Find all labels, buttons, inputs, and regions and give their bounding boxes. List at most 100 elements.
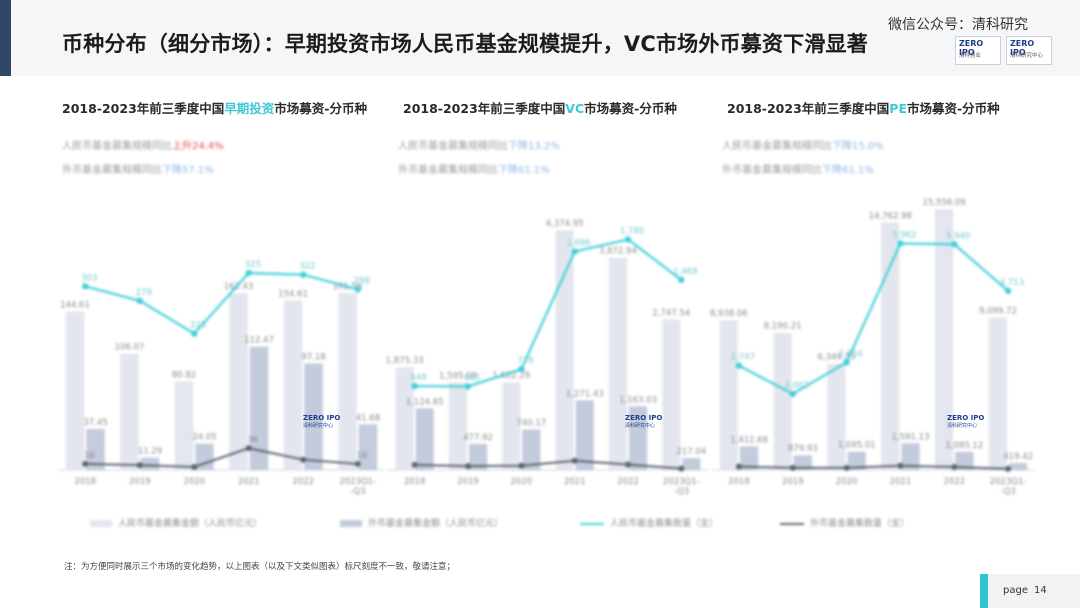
chart-1-bar-rmb-amount [338,292,357,470]
chart-1-label-fx-count: 36 [248,435,258,444]
chart-3-point-rmb-count [789,390,796,398]
page-indicator [980,574,1080,608]
chart-2-tick-label: 2018 [404,477,426,487]
chart-1-label-rmb-amount: 161.43 [224,282,254,292]
zero-ipo-research-logo: ZERO IPO 清科研究中心 [1006,36,1052,65]
chart-2-stat-rmb: 人民币基金募集规模同比下降13.2% [398,141,560,152]
chart-3-line-fx-count [738,464,1009,470]
page-accent-bar [980,574,988,608]
chart-3-tick-label: 2021 [890,477,912,487]
chart-2-point-fx-count [625,461,631,468]
chart-2-label-fx-amount: 1,163.03 [619,395,657,405]
chart-3-label-rmb-amount: 9,099.72 [979,306,1017,316]
chart-2-bar-fx-amount [575,400,594,470]
logo-top-text: ZERO IPO [959,39,984,57]
chart-2-point-rmb-count [678,276,685,284]
title-band [11,0,1080,76]
chart-1-bar-rmb-amount [65,311,85,470]
legend-item-rmb-count: 人民币基金募集数量（支） [580,516,718,529]
chart-1-bar-rmb-amount [174,381,194,470]
chart-logo-top-text: ZERO IPO [947,414,985,422]
chart-1-label-rmb-amount: 154.61 [278,290,308,300]
chart-1-label-rmb-count: 279 [136,288,152,298]
chart-3-point-fx-count [897,462,904,469]
chart-3-label-rmb-count: 2,834 [838,349,862,359]
legend-item-fx-count: 外币基金募集数量（支） [780,516,909,529]
chart-1-label-fx-amount: 24.05 [192,433,216,443]
chart-3-bar-fx-amount [847,451,866,470]
chart-3-label-rmb-amount: 8,938.06 [710,309,748,319]
chart-2-label-rmb-amount: 1,875.33 [386,356,424,366]
chart-2-bar-fx-amount [469,443,488,470]
chart-1-stat-fx: 外币基金募集规模同比下降57.1% [62,165,214,176]
chart-1-tick-label: 2020 [183,477,205,487]
chart-3-label-rmb-count: 4,713 [1000,278,1024,288]
chart-1-bar-fx-amount [86,428,105,470]
chart-1-tick-label: 2018 [74,477,96,487]
chart-1-label-rmb-amount: 106.07 [115,343,145,353]
chart-1-bar-fx-amount [358,424,378,470]
chart-2-label-rmb-amount: 4,374.95 [546,219,584,229]
chart-2-label-rmb-count: 1,780 [620,226,644,236]
chart-3-tick-label: 2022 [943,477,965,487]
chart-3-label-rmb-count: 2,002 [785,381,809,391]
watermark-text: 微信公众号：清科研究 [888,17,1028,33]
chart-1-label-rmb-amount: 80.82 [172,370,196,380]
chart-1-label-rmb-count: 298 [354,276,370,286]
chart-1-point-rmb-count [136,297,143,305]
chart-2-label-fx-amount: 1,124.65 [406,397,444,407]
chart-2-bar-rmb-amount [395,367,414,470]
chart-2-point-fx-count [571,457,578,464]
chart-1-point-fx-count [191,463,198,470]
legend-item-rmb-amount: 人民币基金募集金额（人民币亿元） [90,516,262,529]
chart-2-tick-label: -Q3 [674,487,689,497]
legend-item-fx-amount: 外币基金募集金额（人民币亿元） [340,516,503,529]
chart-3-line-rmb-count [738,242,1009,396]
slide-title: 币种分布（细分市场）：早期投资市场人民币基金规模提升，VC市场外币募资下滑显著 [62,32,868,56]
chart-1-point-fx-count [136,462,143,469]
chart-1-label-fx-amount: 37.45 [83,418,107,428]
chart-2-label-rmb-amount: 1,595.08 [439,372,477,382]
chart-1-point-rmb-count [354,286,361,293]
chart-3-label-fx-amount: 1,591.13 [892,432,930,442]
chart-3-bar-rmb-amount [934,209,954,470]
chart-3-label-rmb-amount: 6,349.35 [818,353,856,363]
chart-3-label-fx-amount: 879.93 [788,444,818,454]
chart-3-tick-label: 2023Q1- [990,477,1027,487]
footnote: 注：为方便同时展示三个市场的变化趋势，以上图表（以及下文类似图表）标尺刻度不一致… [64,562,456,572]
chart-1-label-rmb-amount: 144.61 [60,300,90,310]
chart-3-label-fx-amount: 1,412.68 [730,435,768,445]
chart-1-point-rmb-count [245,269,252,277]
chart-1-point-fx-count [82,460,89,467]
chart-3-point-rmb-count [951,241,958,248]
chart-1-label-rmb-count: 322 [299,262,315,272]
chart-1-point-fx-count [300,456,307,463]
chart-3-tick-label: -Q3 [1000,487,1015,497]
chart-2-label-fx-amount: 217.04 [677,447,707,457]
chart-1-subtitle: 2018-2023年前三季度中国早期投资市场募资-分币种 [62,101,367,116]
page-number: 14 [1034,585,1047,596]
chart-1-tick-label: -Q3 [350,487,365,497]
chart-3-bar-rmb-amount [881,222,900,470]
chart-1-point-rmb-count [300,271,307,278]
title-accent-bar [0,0,11,76]
chart-2-point-rmb-count [464,383,472,390]
zero-ipo-logo: ZERO IPO 清科创业 [955,36,1001,65]
chart-3-point-fx-count [735,463,742,470]
chart-1-label-fx-count: 10 [84,451,94,460]
chart-3-bar-rmb-amount [773,332,792,470]
chart-3-point-rmb-count [1004,287,1012,295]
chart-3-bar-rmb-amount [988,317,1008,470]
chart-1-label-fx-amount: 112.47 [244,336,274,346]
chart-1-tick-label: 2019 [129,477,151,487]
chart-2-bar-fx-amount [629,406,648,470]
logo-top-text: ZERO IPO [1010,39,1035,57]
chart-2-point-fx-count [678,465,685,472]
chart-3-tick-label: 2019 [782,477,804,487]
chart-2-stat-fx: 外币基金募集规模同比下降61.1% [398,165,550,176]
chart-logo-top-text: ZERO IPO [625,414,663,422]
chart-3-bar-fx-amount [901,443,920,470]
chart-3-subtitle: 2018-2023年前三季度中国PE市场募资-分币种 [727,101,1000,116]
chart-1-label-fx-amount: 97.18 [301,352,325,362]
